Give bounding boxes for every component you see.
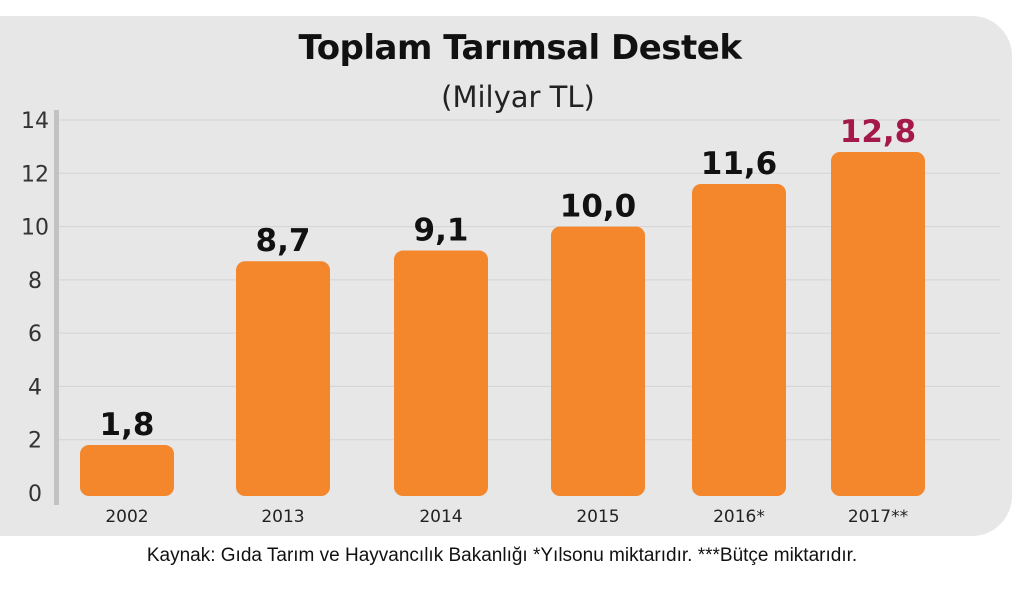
y-tick-label: 14 xyxy=(21,109,49,134)
x-tick-label: 2017** xyxy=(848,507,908,527)
chart-subtitle: (Milyar TL) xyxy=(441,80,595,114)
value-label: 11,6 xyxy=(701,146,778,182)
value-label: 9,1 xyxy=(414,213,469,249)
value-label: 10,0 xyxy=(560,189,637,225)
bar xyxy=(692,183,786,496)
value-label: 1,8 xyxy=(100,407,155,443)
x-tick-labels: 2002 2013 2014 2015 2016* 2017** xyxy=(105,507,908,527)
y-tick-label: 10 xyxy=(21,216,49,241)
x-tick-label: 2002 xyxy=(105,507,148,527)
bar xyxy=(831,151,925,496)
x-tick-label: 2016* xyxy=(713,507,765,527)
y-tick-label: 2 xyxy=(28,429,42,454)
y-tick-label: 12 xyxy=(21,162,49,187)
bar xyxy=(551,226,645,497)
value-labels: 1,8 8,7 9,1 10,0 11,6 12,8 xyxy=(100,114,917,443)
bar xyxy=(80,445,174,496)
y-tick-label: 0 xyxy=(28,482,42,507)
value-label: 8,7 xyxy=(256,223,311,259)
y-tick-label: 4 xyxy=(28,375,42,400)
y-axis-line xyxy=(54,110,59,505)
value-label: 12,8 xyxy=(840,114,917,150)
y-tick-labels: 0 2 4 6 8 10 12 14 xyxy=(21,109,49,507)
bar xyxy=(236,261,330,496)
bars xyxy=(80,151,925,497)
x-tick-label: 2014 xyxy=(419,507,462,527)
y-tick-label: 6 xyxy=(28,322,42,347)
x-tick-label: 2013 xyxy=(261,507,304,527)
chart-title: Toplam Tarımsal Destek xyxy=(298,28,742,68)
y-tick-label: 8 xyxy=(28,269,42,294)
x-tick-label: 2015 xyxy=(576,507,619,527)
source-footnote: Kaynak: Gıda Tarım ve Hayvancılık Bakanl… xyxy=(146,545,858,566)
bar xyxy=(394,250,488,496)
